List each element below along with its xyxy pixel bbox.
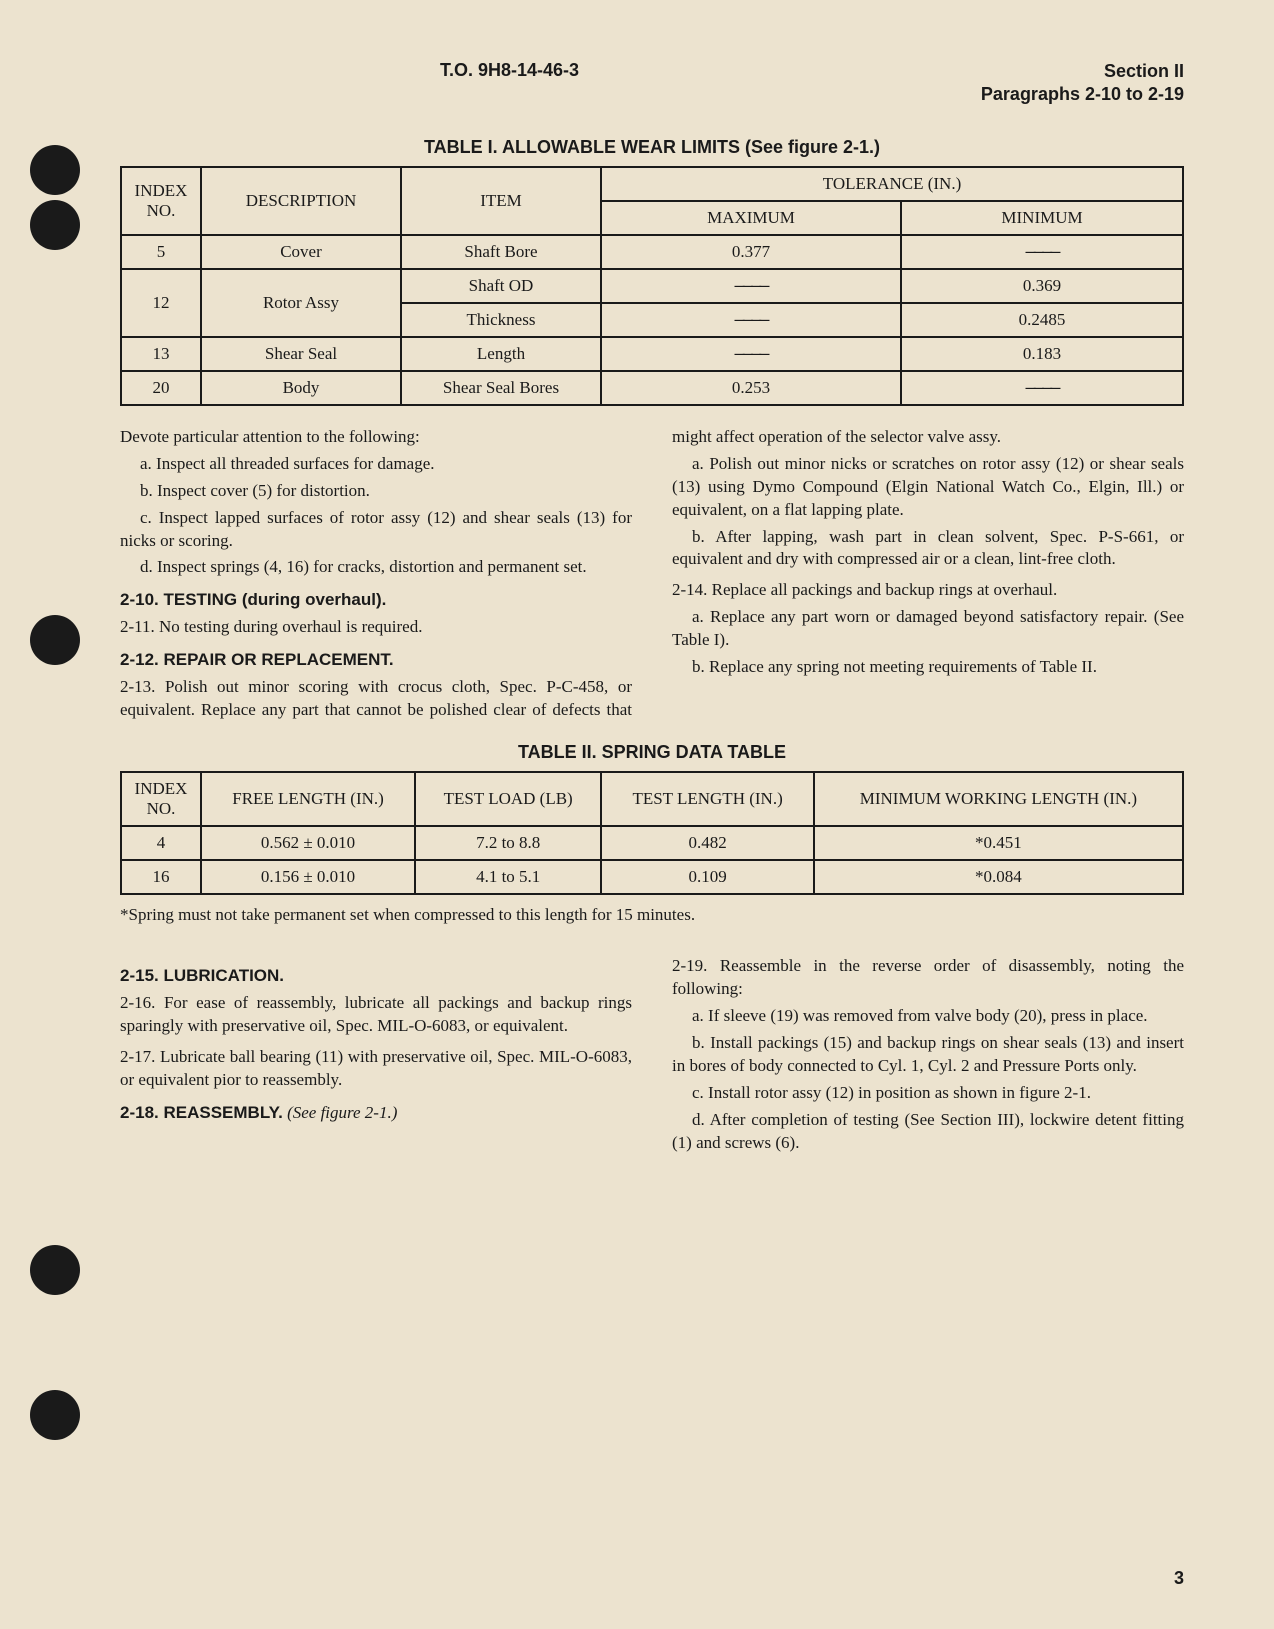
- item-c: c. Inspect lapped surfaces of rotor assy…: [120, 507, 632, 553]
- heading-2-18: 2-18. REASSEMBLY. (See figure 2-1.): [120, 1102, 632, 1125]
- col-tolerance: TOLERANCE (IN.): [601, 167, 1183, 201]
- table-1-title: TABLE I. ALLOWABLE WEAR LIMITS (See figu…: [120, 137, 1184, 158]
- section-label: Section II: [981, 60, 1184, 83]
- para-2-19c: c. Install rotor assy (12) in position a…: [672, 1082, 1184, 1105]
- para-2-11: 2-11. No testing during overhaul is requ…: [120, 616, 632, 639]
- table-2-spring-data: INDEX NO. FREE LENGTH (IN.) TEST LOAD (L…: [120, 771, 1184, 895]
- para-2-16: 2-16. For ease of reassembly, lubricate …: [120, 992, 632, 1038]
- punch-hole: [30, 1245, 80, 1295]
- punch-hole: [30, 200, 80, 250]
- para-2-13b: b. After lapping, wash part in clean sol…: [672, 526, 1184, 572]
- table-row: 13 Shear Seal Length ———— 0.183: [121, 337, 1183, 371]
- paragraph-range: Paragraphs 2-10 to 2-19: [981, 83, 1184, 106]
- col-test-load: TEST LOAD (LB): [415, 772, 601, 826]
- intro-text: Devote particular attention to the follo…: [120, 426, 632, 449]
- body-text-2: 2-15. LUBRICATION. 2-16. For ease of rea…: [120, 955, 1184, 1155]
- punch-hole: [30, 145, 80, 195]
- heading-2-12: 2-12. REPAIR OR REPLACEMENT.: [120, 649, 632, 672]
- col-free-length: FREE LENGTH (IN.): [201, 772, 415, 826]
- to-number: T.O. 9H8-14-46-3: [440, 60, 579, 107]
- para-2-19d: d. After completion of testing (See Sect…: [672, 1109, 1184, 1155]
- col-max: MAXIMUM: [601, 201, 901, 235]
- col-description: DESCRIPTION: [201, 167, 401, 235]
- item-a: a. Inspect all threaded surfaces for dam…: [120, 453, 632, 476]
- punch-hole: [30, 1390, 80, 1440]
- para-2-14: 2-14. Replace all packings and backup ri…: [672, 579, 1184, 602]
- table-2-footnote: *Spring must not take permanent set when…: [120, 905, 1184, 925]
- page-header: T.O. 9H8-14-46-3 Section II Paragraphs 2…: [120, 60, 1184, 107]
- punch-hole: [30, 615, 80, 665]
- col-min-working: MINIMUM WORKING LENGTH (IN.): [814, 772, 1183, 826]
- para-2-14a: a. Replace any part worn or damaged beyo…: [672, 606, 1184, 652]
- table-row: 5 Cover Shaft Bore 0.377 ————: [121, 235, 1183, 269]
- heading-2-15: 2-15. LUBRICATION.: [120, 965, 632, 988]
- table-row: 4 0.562 ± 0.010 7.2 to 8.8 0.482 *0.451: [121, 826, 1183, 860]
- para-2-13a: a. Polish out minor nicks or scratches o…: [672, 453, 1184, 522]
- page-number: 3: [1174, 1568, 1184, 1589]
- item-b: b. Inspect cover (5) for distortion.: [120, 480, 632, 503]
- table-row: 16 0.156 ± 0.010 4.1 to 5.1 0.109 *0.084: [121, 860, 1183, 894]
- para-2-19: 2-19. Reassemble in the reverse order of…: [672, 955, 1184, 1001]
- col-item: ITEM: [401, 167, 601, 235]
- table-2-title: TABLE II. SPRING DATA TABLE: [120, 742, 1184, 763]
- col-index: INDEX NO.: [121, 772, 201, 826]
- col-test-length: TEST LENGTH (IN.): [601, 772, 813, 826]
- para-2-14b: b. Replace any spring not meeting requir…: [672, 656, 1184, 679]
- para-2-17: 2-17. Lubricate ball bearing (11) with p…: [120, 1046, 632, 1092]
- col-min: MINIMUM: [901, 201, 1183, 235]
- section-info: Section II Paragraphs 2-10 to 2-19: [981, 60, 1184, 107]
- item-d: d. Inspect springs (4, 16) for cracks, d…: [120, 556, 632, 579]
- table-1-wear-limits: INDEX NO. DESCRIPTION ITEM TOLERANCE (IN…: [120, 166, 1184, 406]
- table-row: 20 Body Shear Seal Bores 0.253 ————: [121, 371, 1183, 405]
- col-index: INDEX NO.: [121, 167, 201, 235]
- body-text-1: Devote particular attention to the follo…: [120, 426, 1184, 722]
- heading-2-10: 2-10. TESTING (during overhaul).: [120, 589, 632, 612]
- para-2-19b: b. Install packings (15) and backup ring…: [672, 1032, 1184, 1078]
- table-row: 12 Rotor Assy Shaft OD ———— 0.369: [121, 269, 1183, 303]
- para-2-19a: a. If sleeve (19) was removed from valve…: [672, 1005, 1184, 1028]
